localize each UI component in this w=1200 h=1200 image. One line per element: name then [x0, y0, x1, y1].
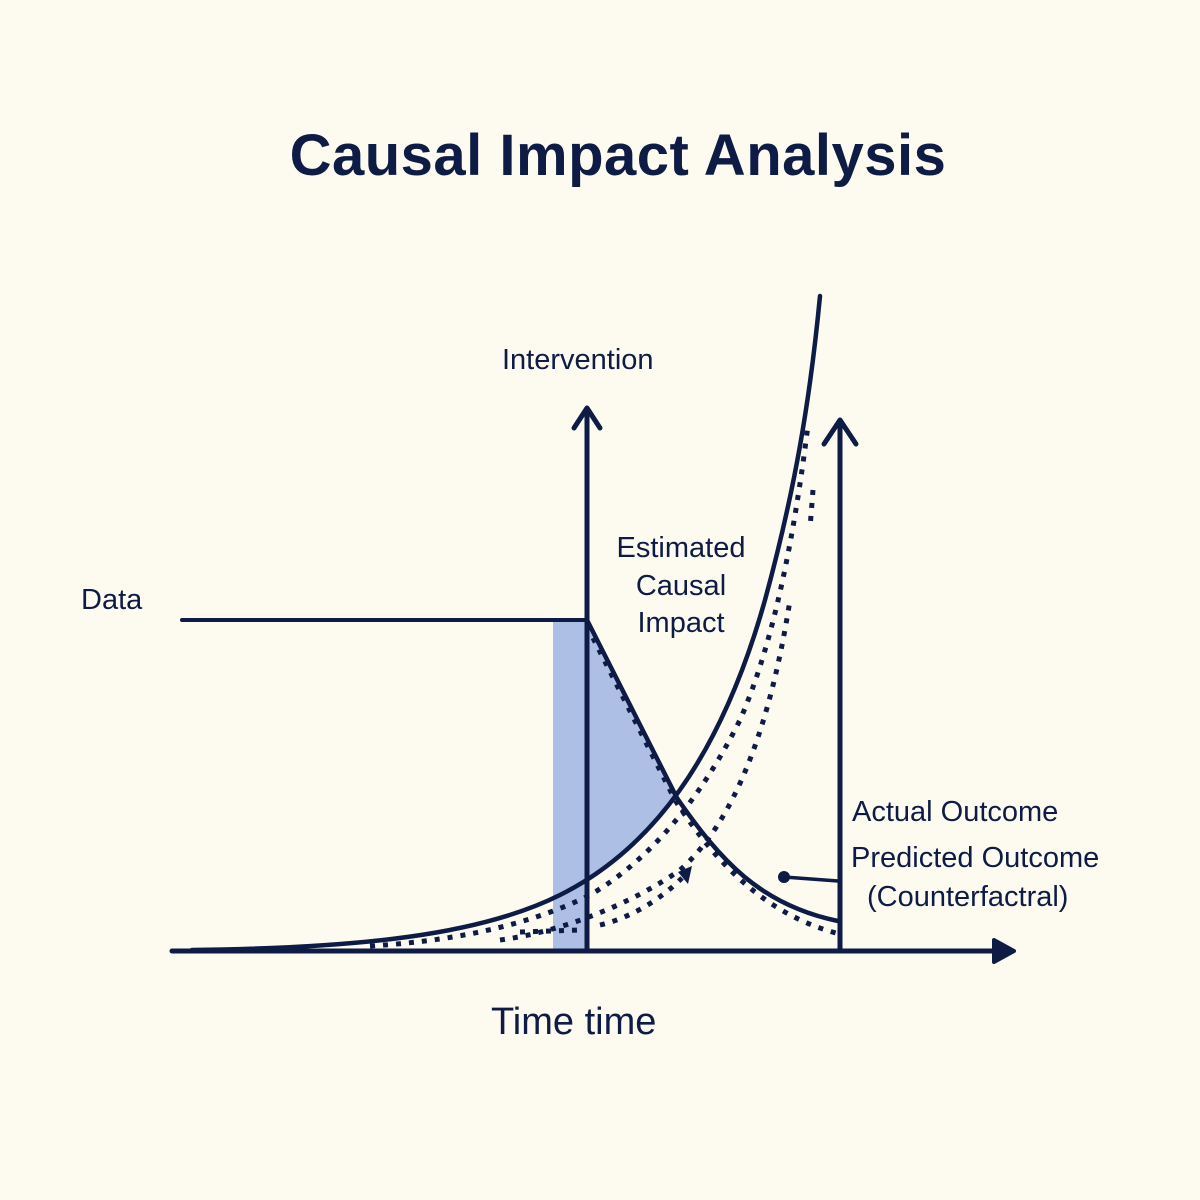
trend-dotted-arc — [599, 876, 684, 928]
counterfactual-outer-dotted — [499, 599, 793, 943]
estimated-impact-line3: Impact — [637, 607, 725, 640]
counterfactual-lower-dotted — [519, 927, 581, 935]
estimated-impact-line1: Estimated — [616, 532, 746, 564]
trend-arrowhead-icon — [678, 866, 692, 884]
intervention-arrow — [571, 405, 603, 951]
chart-title: Causal Impact Analysis — [289, 123, 947, 188]
counterfactual-upper-dotted — [807, 489, 816, 529]
intervention-arrowhead-icon — [571, 405, 603, 431]
estimated-impact-line2: Causal — [635, 569, 727, 602]
legend-pointer — [778, 871, 839, 883]
post-period-arrow — [821, 417, 859, 951]
intervention-label: Intervention — [502, 344, 654, 376]
actual-outcome-curve — [189, 293, 823, 953]
counterfactual-label: (Counterfactral) — [867, 881, 1069, 913]
counterfactual-rise-dotted — [369, 424, 811, 949]
predicted-outcome-label: Predicted Outcome — [851, 842, 1100, 874]
x-axis-label: Time time — [491, 1001, 657, 1043]
x-axis-arrowhead-icon — [992, 938, 1016, 964]
x-axis — [169, 938, 1016, 964]
actual-outcome-label: Actual Outcome — [852, 796, 1059, 828]
data-label: Data — [81, 584, 143, 616]
post-period-arrowhead-icon — [821, 417, 859, 447]
estimated-impact-label: Estimated Causal Impact — [606, 530, 756, 643]
estimated-impact-shade — [553, 622, 677, 950]
